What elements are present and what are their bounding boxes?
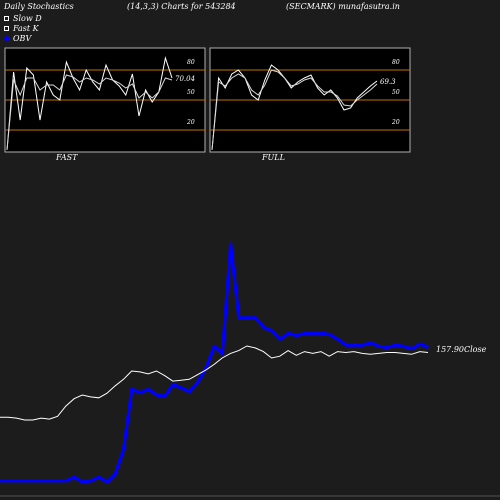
close-value-label: 157.90Close — [436, 345, 487, 354]
legend-swatch-obv — [4, 35, 9, 41]
legend-label-fast-k: Fast K — [13, 23, 39, 33]
fast-level-label-80: 80 — [187, 59, 195, 66]
full-level-label-50: 50 — [392, 89, 400, 96]
fast-last-value-label: 70.04 — [175, 75, 195, 83]
full-last-value-label: 69.3 — [380, 78, 396, 86]
legend-label-slow-d: Slow D — [13, 13, 42, 23]
legend-label-obv: OBV — [13, 33, 32, 43]
full-series-slow-d — [211, 69, 378, 151]
legend-item-slow-d: Slow D — [4, 13, 42, 23]
chart-symbol: (SECMARK) munafasutra.in — [286, 2, 400, 11]
fast-level-label-50: 50 — [187, 89, 195, 96]
legend-swatch-slow-d — [4, 15, 9, 21]
legend: Slow D Fast K OBV — [4, 13, 42, 43]
legend-swatch-fast-k — [4, 25, 9, 31]
full-level-label-80: 80 — [392, 59, 400, 66]
legend-item-fast-k: Fast K — [4, 23, 42, 33]
fast-panel-label: FAST — [56, 153, 78, 162]
obv-line — [0, 242, 429, 484]
close-line — [0, 345, 429, 421]
fast-series-slow-d — [6, 74, 173, 151]
fast-level-label-20: 20 — [186, 119, 195, 126]
fast-series-fast-k — [6, 56, 173, 151]
chart-title: Daily Stochastics — [4, 2, 74, 11]
chart-params: (14,3,3) Charts for 543284 — [127, 2, 236, 11]
full-panel-label: FULL — [262, 153, 285, 162]
full-level-label-20: 20 — [391, 119, 400, 126]
legend-item-obv: OBV — [4, 33, 42, 43]
